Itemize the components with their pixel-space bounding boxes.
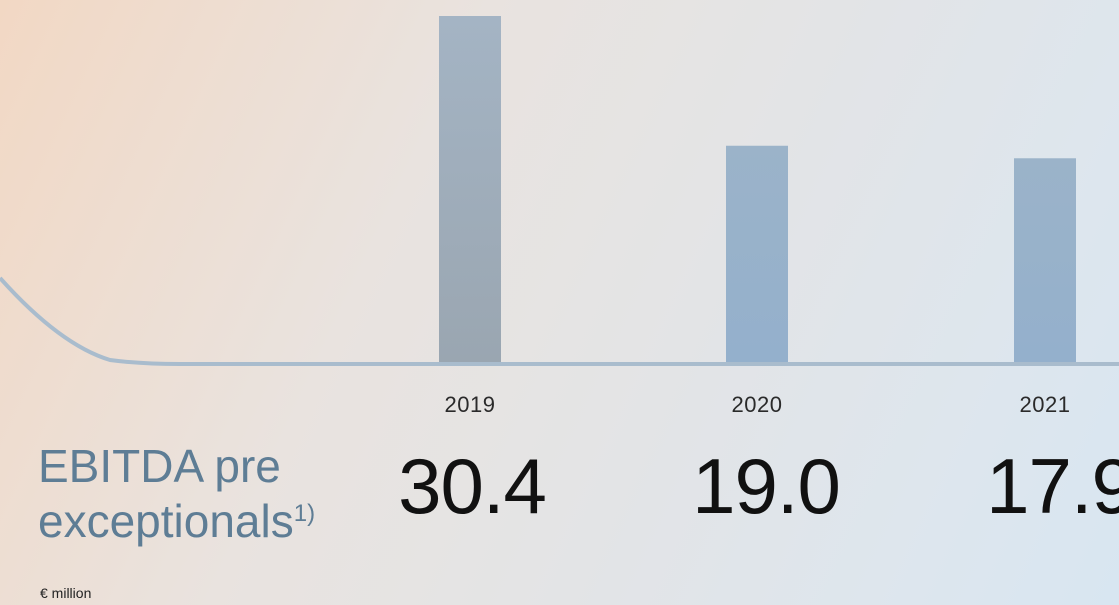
chart-title-line-1: EBITDA pre (38, 440, 281, 492)
unit-label: € million (40, 585, 92, 601)
footnote-marker: 1) (293, 500, 316, 527)
value-label-2021: 17.9 (986, 442, 1119, 530)
year-label-2020: 2020 (731, 392, 783, 417)
bar-2020 (726, 145, 788, 362)
value-label-2020: 19.0 (692, 442, 841, 530)
baseline-curve (0, 276, 1119, 366)
chart-title-line-2: exceptionals (38, 495, 294, 547)
bar-2019 (439, 16, 501, 362)
year-label-2021: 2021 (1019, 392, 1071, 417)
value-label-2019: 30.4 (398, 442, 547, 530)
bar-2021 (1014, 158, 1076, 362)
chart-title: EBITDA pre exceptionals1) (38, 442, 315, 545)
year-label-2019: 2019 (444, 392, 496, 417)
